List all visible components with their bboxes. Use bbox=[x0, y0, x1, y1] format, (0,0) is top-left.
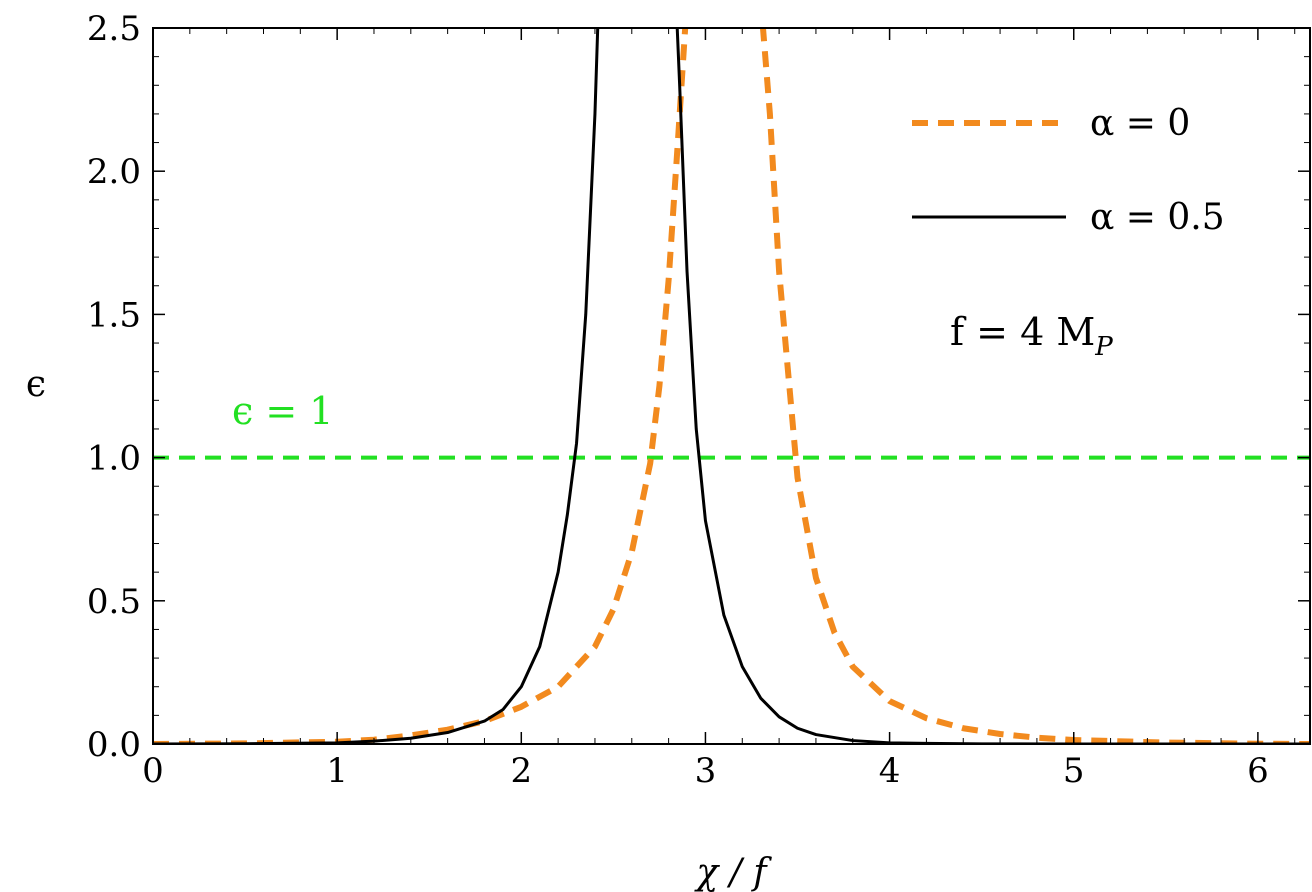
y-tick-label: 2.5 bbox=[87, 9, 141, 49]
y-tick-label: 1.0 bbox=[87, 439, 141, 479]
x-tick-label: 3 bbox=[695, 751, 717, 791]
x-tick-label: 2 bbox=[510, 751, 532, 791]
plot-frame bbox=[152, 27, 1311, 745]
x-tick-label: 0 bbox=[142, 751, 164, 791]
legend-label-1: α = 0.5 bbox=[1090, 197, 1225, 238]
y-axis-label: ϵ bbox=[26, 364, 46, 405]
parameter-annotation: f = 4 MP bbox=[950, 310, 1113, 362]
y-tick-label: 1.5 bbox=[87, 295, 141, 335]
x-tick-label: 5 bbox=[1063, 751, 1085, 791]
x-tick-label: 6 bbox=[1247, 751, 1269, 791]
y-tick-label: 0.0 bbox=[87, 725, 141, 765]
y-tick-label: 2.0 bbox=[87, 152, 141, 192]
y-tick-label: 0.5 bbox=[87, 582, 141, 622]
reference-line-label: ϵ = 1 bbox=[232, 389, 333, 433]
x-tick-label: 1 bbox=[326, 751, 348, 791]
legend-label-0: α = 0 bbox=[1090, 103, 1190, 144]
x-axis-label: χ / f bbox=[693, 852, 772, 892]
x-tick-label: 4 bbox=[879, 751, 901, 791]
parameter-annotation-subscript: P bbox=[1094, 332, 1113, 362]
